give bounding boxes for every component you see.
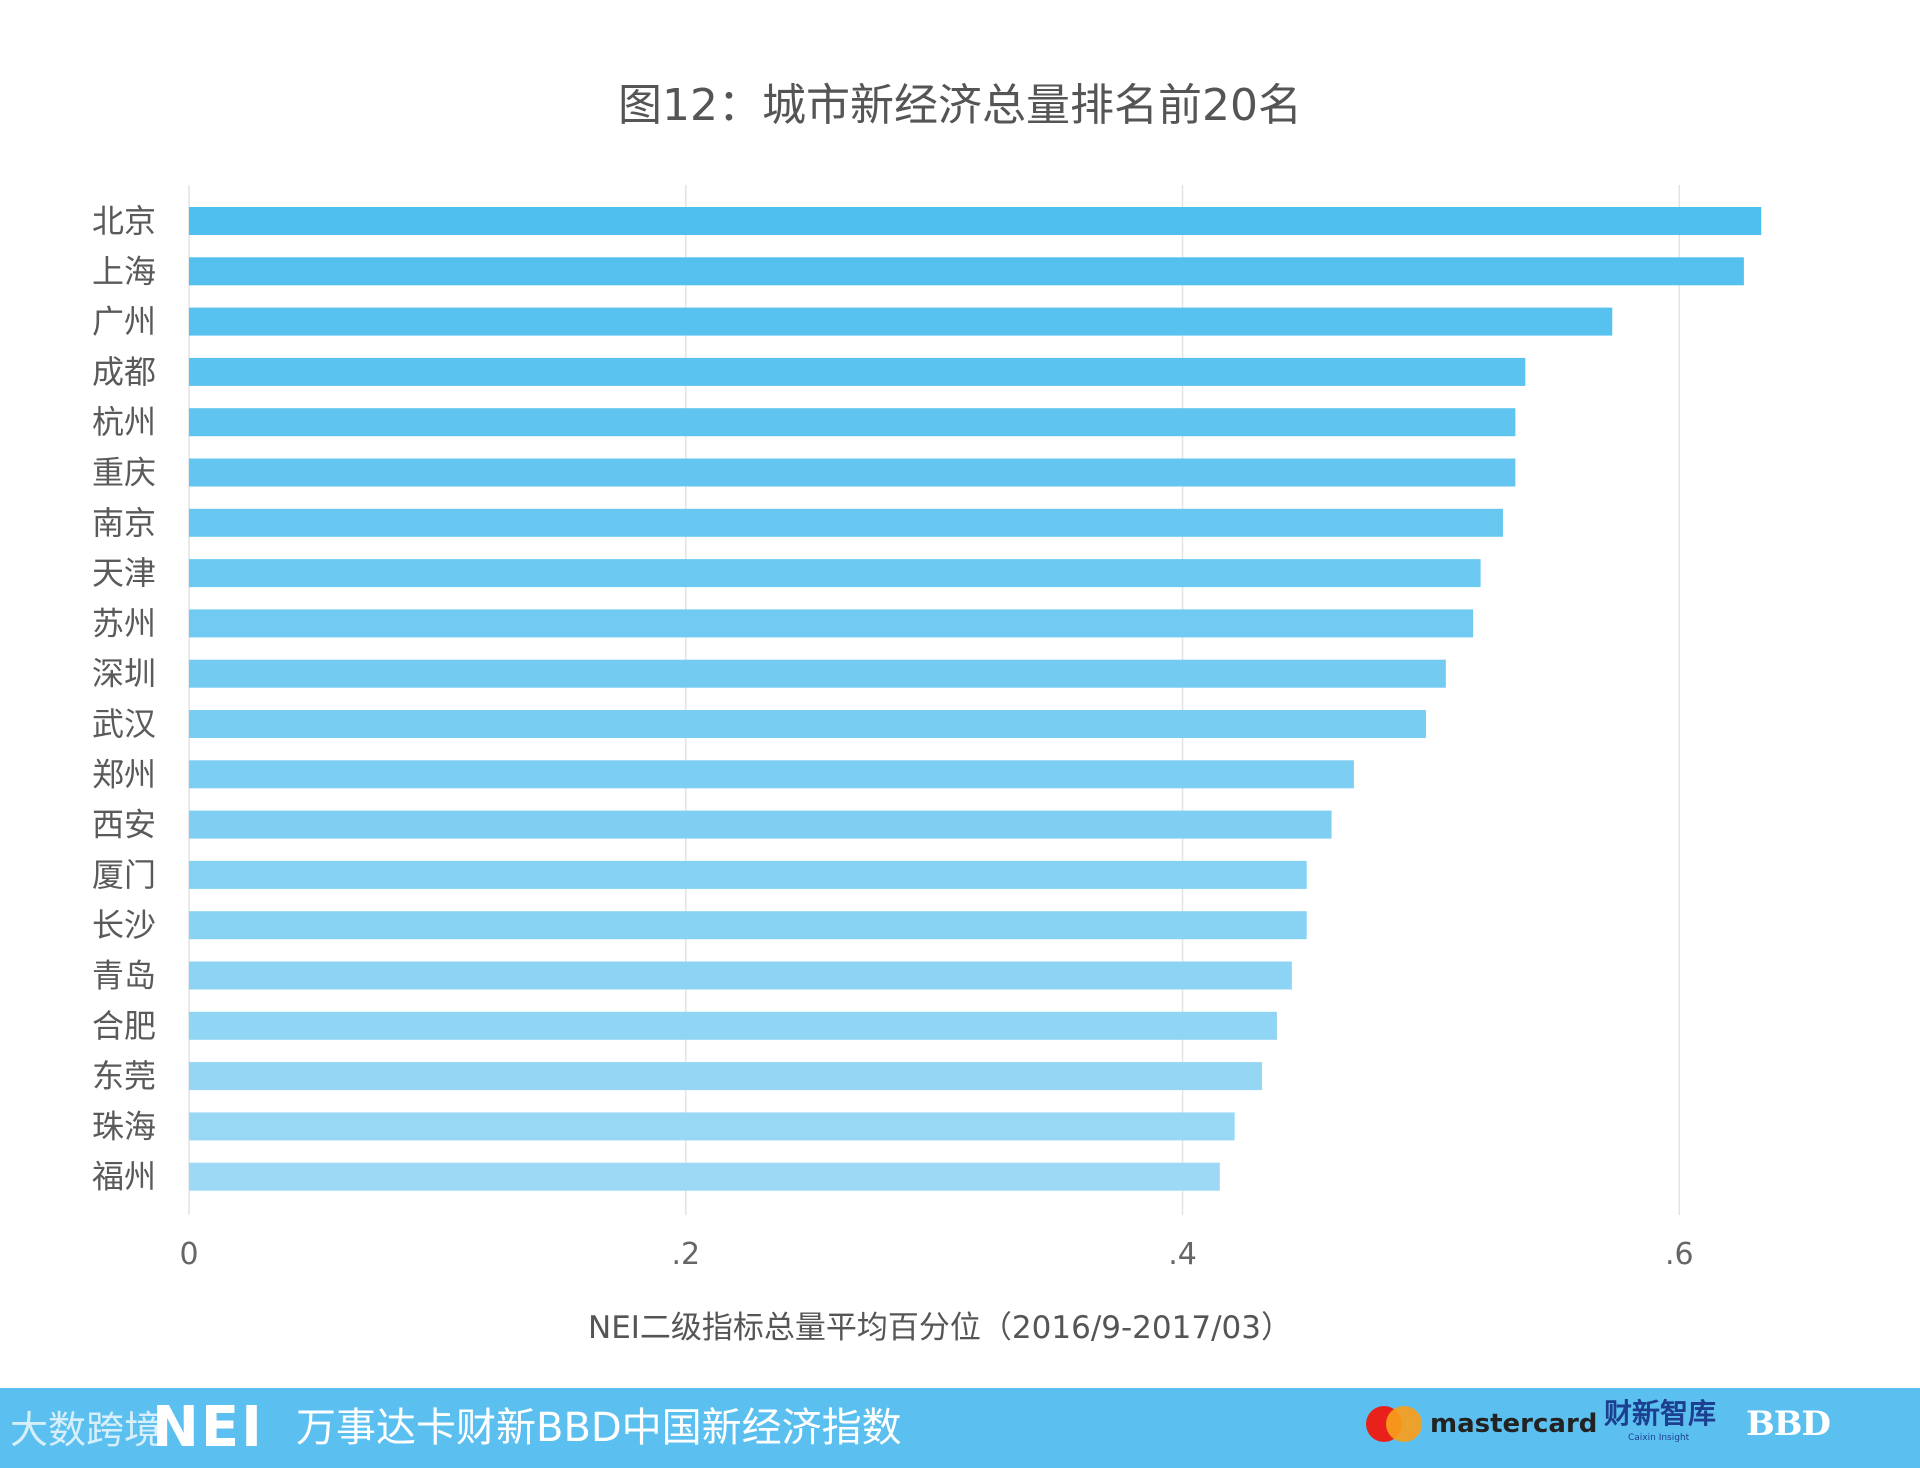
category-label-9: 深圳	[92, 655, 156, 693]
x-tick-labels: 0 .2 .4 .6	[179, 1237, 1693, 1272]
x-axis-label: NEI二级指标总量平均百分位（2016/9-2017/03）	[588, 1310, 1292, 1346]
bar-11	[189, 760, 1354, 789]
category-label-7: 天津	[92, 554, 156, 592]
category-label-16: 合肥	[92, 1007, 156, 1045]
chart-title: 图12：城市新经济总量排名前20名	[618, 80, 1302, 131]
bar-18	[189, 1112, 1235, 1141]
footer-banner: 大数跨境 NEI 万事达卡财新BBD中国新经济指数 mastercard 财新智…	[0, 1388, 1920, 1468]
category-label-19: 福州	[92, 1158, 156, 1196]
bar-3	[189, 357, 1526, 386]
category-label-11: 郑州	[92, 755, 156, 793]
bar-17	[189, 1062, 1263, 1091]
chart: 图12：城市新经济总量排名前20名 北京上海广州成都杭州重庆南京天津苏州深圳武汉…	[92, 80, 1762, 1346]
bar-9	[189, 659, 1446, 688]
x-tick-label-0: 0	[179, 1237, 198, 1272]
footer-title: 万事达卡财新BBD中国新经济指数	[296, 1405, 902, 1451]
mastercard-icon	[1366, 1406, 1422, 1444]
bar-19	[189, 1162, 1220, 1191]
bar-16	[189, 1011, 1277, 1040]
bar-7	[189, 559, 1481, 588]
category-label-4: 杭州	[92, 403, 156, 441]
bar-12	[189, 810, 1332, 839]
bar-6	[189, 508, 1503, 537]
category-label-10: 武汉	[92, 705, 156, 743]
category-label-13: 厦门	[92, 856, 156, 894]
category-label-17: 东莞	[92, 1057, 156, 1095]
category-label-2: 广州	[92, 303, 156, 341]
bar-10	[189, 710, 1426, 738]
x-tick-label-2: .4	[1168, 1237, 1197, 1272]
category-label-5: 重庆	[92, 454, 156, 492]
category-label-15: 青岛	[92, 957, 156, 995]
category-label-18: 珠海	[92, 1107, 156, 1145]
bar-4	[189, 408, 1516, 437]
grid-lines	[188, 185, 1681, 1215]
caixin-insight-logo: 财新智库	[1604, 1397, 1717, 1430]
category-label-6: 南京	[92, 504, 156, 542]
category-label-1: 上海	[92, 252, 156, 290]
bbd-logo: BBD	[1746, 1404, 1831, 1444]
bar-15	[189, 961, 1292, 990]
watermark-text: 大数跨境	[10, 1408, 163, 1452]
bar-5	[189, 458, 1516, 487]
category-label-12: 西安	[92, 806, 156, 844]
category-label-3: 成都	[92, 353, 156, 391]
bar-14	[189, 911, 1307, 940]
x-tick-label-1: .2	[671, 1237, 700, 1272]
bar-0	[189, 207, 1762, 235]
mastercard-logo-text: mastercard	[1430, 1409, 1598, 1439]
category-label-14: 长沙	[92, 906, 156, 944]
nei-logo: NEI	[152, 1395, 264, 1460]
bar-1	[189, 257, 1744, 286]
bar-8	[189, 609, 1474, 638]
category-label-8: 苏州	[92, 604, 156, 642]
category-label-0: 北京	[92, 202, 156, 240]
bars	[189, 207, 1762, 1191]
bar-2	[189, 307, 1613, 336]
bar-13	[189, 860, 1307, 889]
x-tick-label-3: .6	[1665, 1237, 1694, 1272]
caixin-insight-subtitle: Caixin Insight	[1628, 1433, 1690, 1443]
